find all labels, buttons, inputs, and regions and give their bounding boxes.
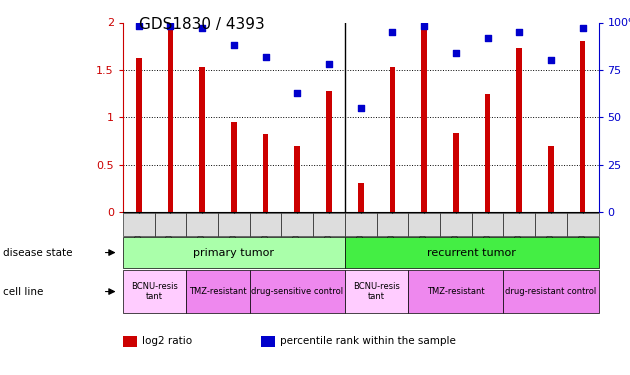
- Text: BCNU-resis
tant: BCNU-resis tant: [353, 282, 400, 301]
- Bar: [389, 67, 395, 212]
- Bar: [453, 133, 459, 212]
- Text: drug-resistant control: drug-resistant control: [505, 287, 597, 296]
- Point: [134, 23, 144, 29]
- Bar: [186, 270, 249, 313]
- Text: GDS1830 / 4393: GDS1830 / 4393: [139, 17, 265, 32]
- Bar: [186, 213, 218, 236]
- Text: TMZ-resistant: TMZ-resistant: [427, 287, 484, 296]
- Text: log2 ratio: log2 ratio: [142, 336, 192, 346]
- Text: TMZ-resistant: TMZ-resistant: [189, 287, 247, 296]
- Bar: [326, 91, 332, 212]
- Bar: [199, 67, 205, 212]
- Bar: [408, 213, 440, 236]
- Text: cell line: cell line: [3, 286, 43, 297]
- Point: [324, 61, 334, 67]
- Point: [514, 29, 524, 35]
- Bar: [345, 213, 377, 236]
- Bar: [345, 237, 598, 268]
- Bar: [503, 270, 598, 313]
- Bar: [345, 270, 408, 313]
- Point: [355, 105, 365, 111]
- Bar: [168, 30, 173, 212]
- Text: primary tumor: primary tumor: [193, 248, 274, 258]
- Point: [261, 54, 271, 60]
- Text: recurrent tumor: recurrent tumor: [427, 248, 516, 258]
- Bar: [263, 134, 268, 212]
- Bar: [517, 48, 522, 212]
- Text: disease state: disease state: [3, 248, 72, 258]
- Bar: [503, 213, 535, 236]
- Point: [229, 42, 239, 48]
- Point: [292, 90, 302, 96]
- Bar: [440, 213, 472, 236]
- Bar: [358, 183, 364, 212]
- Bar: [123, 270, 186, 313]
- Bar: [123, 213, 154, 236]
- Bar: [484, 93, 490, 212]
- Bar: [123, 336, 137, 347]
- Bar: [249, 270, 345, 313]
- Bar: [249, 213, 282, 236]
- Point: [197, 25, 207, 31]
- Bar: [548, 146, 554, 212]
- Text: BCNU-resis
tant: BCNU-resis tant: [131, 282, 178, 301]
- Bar: [313, 213, 345, 236]
- Point: [387, 29, 398, 35]
- Bar: [294, 146, 300, 212]
- Bar: [154, 213, 186, 236]
- Bar: [218, 213, 249, 236]
- Bar: [421, 30, 427, 212]
- Bar: [472, 213, 503, 236]
- Bar: [231, 122, 237, 212]
- Point: [450, 50, 461, 56]
- Point: [578, 25, 588, 31]
- Point: [165, 23, 175, 29]
- Bar: [377, 213, 408, 236]
- Bar: [261, 336, 275, 347]
- Point: [483, 34, 493, 40]
- Text: drug-sensitive control: drug-sensitive control: [251, 287, 343, 296]
- Point: [419, 23, 429, 29]
- Bar: [535, 213, 567, 236]
- Bar: [580, 42, 585, 212]
- Bar: [282, 213, 313, 236]
- Bar: [567, 213, 598, 236]
- Text: percentile rank within the sample: percentile rank within the sample: [280, 336, 456, 346]
- Bar: [408, 270, 503, 313]
- Point: [546, 57, 556, 63]
- Bar: [136, 58, 142, 212]
- Bar: [123, 237, 345, 268]
